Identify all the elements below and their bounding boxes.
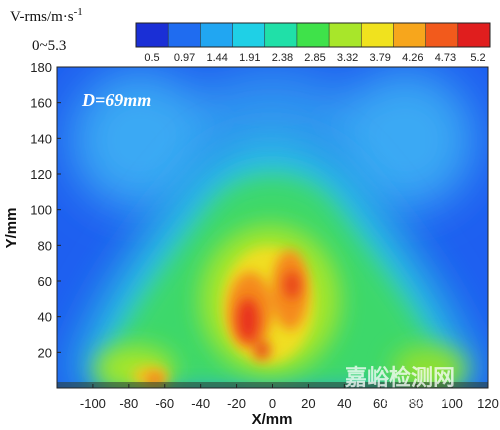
colorbar-title-superscript: -1	[74, 6, 83, 18]
y-tick-label: 120	[30, 167, 52, 182]
y-tick-label: 100	[30, 203, 52, 218]
colorbar-swatch	[457, 23, 491, 47]
y-tick-label: 40	[38, 310, 52, 325]
colorbar-range: 0~5.3	[32, 38, 66, 54]
colorbar-tick-label: 1.91	[239, 52, 260, 64]
x-tick-label: -60	[155, 396, 174, 411]
colorbar-swatch	[361, 23, 394, 47]
core-bottom-red	[254, 340, 270, 360]
upper-right-plume	[335, 70, 475, 210]
colorbar-swatch	[296, 23, 330, 47]
colorbar-title-text: V-rms/m·s	[10, 9, 74, 25]
colorbar-tick-label: 3.79	[369, 52, 390, 64]
watermark: 嘉峪检测网 AnyTesting.com	[345, 365, 455, 407]
colorbar-swatch	[329, 23, 362, 47]
colorbar-tick-labels: 0.5 0.97 1.44 1.91 2.38 2.85 3.32 3.79 4.26 4.73 5…	[144, 52, 485, 64]
colorbar-swatch	[264, 23, 298, 47]
x-tick-label: -20	[227, 396, 246, 411]
diameter-annotation: D=69mm	[81, 90, 151, 110]
y-axis-ticks: 20 40 60 80 100 120 140 160 180	[30, 60, 61, 360]
y-tick-label: 80	[38, 238, 52, 253]
colorbar-tick-label: 4.73	[435, 52, 456, 64]
colorbar-tick-label: 0.5	[144, 52, 159, 64]
y-tick-label: 20	[38, 345, 52, 360]
colorbar-swatch	[136, 23, 169, 47]
colorbar-swatches	[136, 23, 491, 47]
x-tick-label: -100	[80, 396, 106, 411]
x-tick-label: -40	[191, 396, 210, 411]
x-tick-label: 120	[477, 396, 499, 411]
right-wall-jet	[392, 346, 468, 388]
colorbar-swatch	[232, 23, 266, 47]
y-axis-title: Y/mm	[3, 208, 20, 249]
colorbar-tick-label: 1.44	[206, 52, 227, 64]
core-right-red	[284, 271, 300, 299]
y-tick-label: 160	[30, 96, 52, 111]
colorbar-tick-label: 2.38	[272, 52, 293, 64]
y-tick-label: 180	[30, 60, 52, 75]
x-tick-label: 40	[337, 396, 351, 411]
upper-center-plume	[192, 70, 352, 160]
colorbar-swatch	[393, 23, 427, 47]
x-tick-label: 20	[301, 396, 315, 411]
x-tick-label: 0	[269, 396, 276, 411]
colorbar-tick-label: 3.32	[337, 52, 358, 64]
colorbar: 0.5 0.97 1.44 1.91 2.38 2.85 3.32 3.79 4.26 4.73 5…	[135, 22, 491, 64]
core-left-red	[237, 298, 259, 342]
heatmap-field	[57, 67, 488, 388]
x-tick-label: 80	[409, 396, 423, 411]
colorbar-tick-label: 0.97	[174, 52, 195, 64]
colorbar-swatch	[200, 23, 234, 47]
x-tick-label: -80	[119, 396, 138, 411]
colorbar-tick-label: 4.26	[402, 52, 423, 64]
colorbar-title: V-rms/m·s-1	[10, 6, 83, 25]
colorbar-swatch	[168, 23, 201, 47]
colorbar-frame	[135, 22, 491, 48]
x-axis-ticks: -100 -80 -60 -40 -20 0 20 40 60 80 100 120	[80, 384, 499, 411]
y-tick-label: 140	[30, 131, 52, 146]
colorbar-swatch	[425, 23, 459, 47]
watermark-latin: AnyTesting.com	[351, 391, 451, 407]
colorbar-tick-label: 5.2	[470, 52, 485, 64]
x-tick-label: 60	[373, 396, 387, 411]
upper-left-plume	[70, 70, 210, 210]
colorbar-tick-label: 2.85	[304, 52, 325, 64]
x-axis-title: X/mm	[252, 411, 293, 428]
x-tick-label: 100	[441, 396, 463, 411]
watermark-chinese: 嘉峪检测网	[345, 365, 455, 390]
y-tick-label: 60	[38, 274, 52, 289]
